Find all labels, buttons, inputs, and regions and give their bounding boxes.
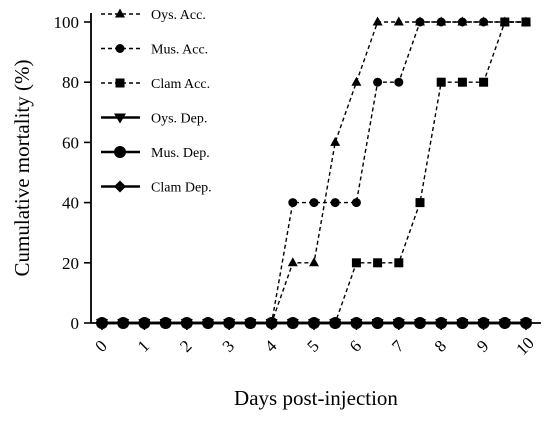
data-point bbox=[415, 16, 425, 26]
data-point bbox=[479, 77, 489, 87]
data-point bbox=[245, 317, 256, 327]
data-point bbox=[330, 198, 340, 208]
series-layer bbox=[96, 16, 532, 329]
data-point bbox=[478, 16, 489, 26]
data-point bbox=[371, 317, 384, 329]
x-tick-label: 10 bbox=[512, 333, 537, 358]
legend-label: Mus. Dep. bbox=[151, 146, 210, 161]
legend-label: Oys. Dep. bbox=[151, 112, 207, 127]
data-point bbox=[309, 257, 319, 267]
axes bbox=[90, 13, 541, 324]
y-axis-title: Cumulative mortality (%) bbox=[10, 60, 34, 277]
data-point bbox=[498, 317, 511, 329]
y-tick-label: 40 bbox=[62, 194, 79, 213]
data-point bbox=[435, 317, 448, 329]
data-point bbox=[373, 258, 383, 268]
data-point bbox=[266, 317, 277, 327]
data-point bbox=[160, 317, 171, 327]
y-tick-label: 20 bbox=[62, 254, 79, 273]
data-point bbox=[394, 77, 404, 87]
data-point bbox=[521, 16, 531, 26]
data-point bbox=[414, 317, 426, 329]
legend-item: Oys. Acc. bbox=[101, 8, 206, 23]
data-point bbox=[520, 317, 532, 329]
x-axis-title: Days post-injection bbox=[234, 386, 398, 410]
data-point bbox=[457, 16, 468, 26]
data-point bbox=[97, 317, 107, 327]
data-point bbox=[351, 258, 361, 268]
y-tick-label: 60 bbox=[62, 133, 79, 152]
legend-marker bbox=[115, 44, 125, 53]
x-tick-label: 9 bbox=[473, 336, 492, 355]
x-tick-label: 3 bbox=[219, 336, 238, 355]
x-tick-label: 1 bbox=[134, 336, 153, 355]
data-point bbox=[436, 16, 447, 26]
legend-item: Oys. Dep. bbox=[101, 112, 207, 127]
data-point bbox=[436, 77, 446, 87]
data-point bbox=[373, 77, 383, 87]
data-point bbox=[499, 16, 510, 26]
series-line bbox=[102, 21, 526, 324]
data-point bbox=[415, 198, 425, 208]
legend-marker bbox=[115, 78, 125, 88]
x-tick-label: 6 bbox=[346, 336, 365, 355]
data-point bbox=[330, 136, 341, 146]
data-point bbox=[351, 76, 362, 86]
legend-label: Clam Dep. bbox=[151, 181, 212, 196]
data-point bbox=[309, 318, 319, 328]
y-ticks: 0 20 40 60 80 100 bbox=[54, 13, 91, 333]
x-tick-label: 8 bbox=[431, 336, 450, 355]
legend-label: Mus. Acc. bbox=[151, 43, 208, 58]
data-point bbox=[309, 198, 319, 208]
legend-label: Oys. Acc. bbox=[151, 8, 206, 23]
data-point bbox=[118, 317, 129, 327]
data-point bbox=[288, 318, 298, 328]
x-tick-label: 2 bbox=[176, 336, 195, 355]
data-point bbox=[330, 318, 340, 328]
x-tick-label: 7 bbox=[388, 336, 408, 356]
legend-marker bbox=[114, 113, 126, 124]
data-point bbox=[456, 317, 469, 329]
y-tick-label: 100 bbox=[54, 13, 80, 32]
series-line bbox=[102, 21, 526, 324]
data-point bbox=[203, 317, 213, 327]
data-point bbox=[393, 16, 404, 26]
data-point bbox=[477, 317, 490, 329]
data-point bbox=[457, 77, 467, 87]
series-mus-acc bbox=[97, 17, 531, 328]
x-tick-label: 4 bbox=[261, 336, 281, 356]
x-tick-label: 5 bbox=[303, 336, 322, 355]
legend-marker bbox=[114, 146, 126, 158]
data-point bbox=[181, 317, 192, 327]
data-point bbox=[351, 198, 361, 208]
legend-item: Mus. Acc. bbox=[101, 43, 208, 58]
data-point bbox=[287, 257, 298, 267]
legend-item: Clam Acc. bbox=[101, 77, 210, 92]
data-point bbox=[139, 317, 150, 327]
legend-marker bbox=[115, 8, 125, 18]
y-tick-label: 0 bbox=[71, 314, 80, 333]
series-line bbox=[102, 21, 526, 324]
legend-marker bbox=[114, 180, 126, 193]
data-point bbox=[392, 317, 405, 329]
series-clam-acc bbox=[97, 17, 531, 328]
legend-item: Mus. Dep. bbox=[101, 146, 210, 161]
series-oys-acc bbox=[97, 16, 531, 327]
x-tick-label: 0 bbox=[91, 336, 110, 355]
y-tick-label: 80 bbox=[62, 73, 79, 92]
data-point bbox=[372, 16, 383, 26]
data-point bbox=[350, 317, 363, 329]
legend-label: Clam Acc. bbox=[151, 77, 210, 92]
legend: Oys. Acc. Mus. Acc. Clam Acc. Oys. Dep. Mus.… bbox=[101, 8, 212, 196]
data-point bbox=[224, 317, 235, 327]
legend-item: Clam Dep. bbox=[101, 180, 212, 196]
data-point bbox=[394, 258, 404, 268]
data-point bbox=[288, 198, 298, 208]
